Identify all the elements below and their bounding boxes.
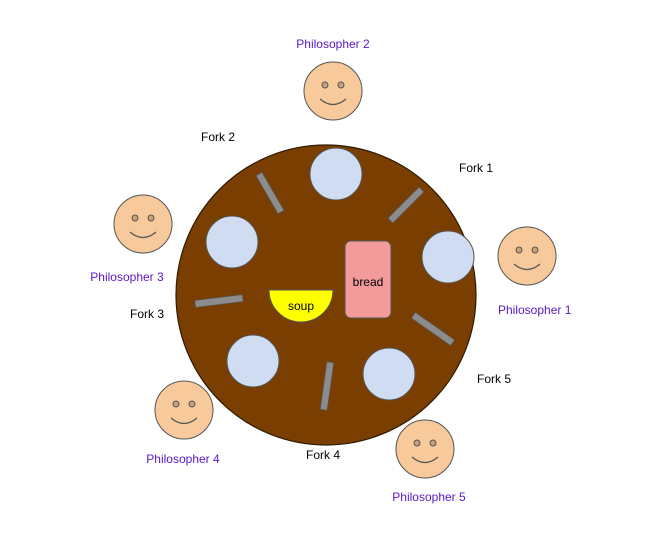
philosopher-2-label: Philosopher 2 — [296, 37, 370, 51]
fork-1-utensil — [387, 186, 425, 224]
eye-icon — [188, 400, 196, 408]
bread-label: bread — [353, 275, 384, 289]
fork-3-label: Fork 3 — [130, 307, 164, 321]
eye-icon — [131, 214, 139, 222]
soup-label: soup — [288, 299, 314, 313]
eye-icon — [147, 214, 155, 222]
philosopher-1-face — [497, 226, 557, 286]
fork-1-label: Fork 1 — [459, 161, 493, 175]
eye-icon — [413, 439, 421, 447]
fork-4-utensil — [319, 361, 335, 411]
smile-icon — [170, 417, 198, 425]
philosopher-faces — [113, 61, 557, 479]
philosopher-5-label: Philosopher 5 — [392, 490, 466, 504]
philosopher-3-label: Philosopher 3 — [90, 270, 164, 284]
philosopher-5-face — [395, 419, 455, 479]
philosopher-1-label: Philosopher 1 — [498, 303, 572, 317]
eye-icon — [321, 81, 329, 89]
eye-icon — [429, 439, 437, 447]
eye-icon — [337, 81, 345, 89]
face-icon — [303, 61, 363, 121]
eye-icon — [172, 400, 180, 408]
forks — [194, 171, 456, 411]
bread-loaf — [344, 240, 392, 319]
smile-icon — [319, 98, 347, 106]
eye-icon — [531, 246, 539, 254]
philosopher-2-face — [303, 61, 363, 121]
fork-3-utensil — [194, 294, 244, 308]
smile-icon — [129, 231, 157, 239]
fork-2-label: Fork 2 — [201, 130, 235, 144]
fork-2-utensil — [255, 171, 285, 215]
plate-philosopher-3 — [205, 215, 259, 269]
fork-labels: Fork 1 Fork 2 Fork 3 Fork 4 Fork 5 — [130, 130, 511, 462]
fork-5-label: Fork 5 — [477, 372, 511, 386]
smile-icon — [411, 456, 439, 464]
face-icon — [497, 226, 557, 286]
plate-philosopher-5 — [362, 347, 416, 401]
philosopher-3-face — [113, 194, 173, 254]
face-icon — [154, 380, 214, 440]
plates — [205, 147, 475, 401]
plate-philosopher-4 — [226, 334, 280, 388]
philosopher-4-face — [154, 380, 214, 440]
face-icon — [395, 419, 455, 479]
face-icon — [113, 194, 173, 254]
soup-bowl — [268, 289, 334, 323]
fork-4-label: Fork 4 — [306, 448, 340, 462]
smile-icon — [513, 263, 541, 271]
eye-icon — [515, 246, 523, 254]
plate-philosopher-1 — [421, 230, 475, 284]
philosopher-4-label: Philosopher 4 — [146, 452, 220, 466]
fork-5-utensil — [410, 311, 456, 347]
philosopher-labels: Philosopher 1 Philosopher 2 Philosopher … — [90, 37, 571, 504]
plate-philosopher-2 — [309, 147, 363, 201]
